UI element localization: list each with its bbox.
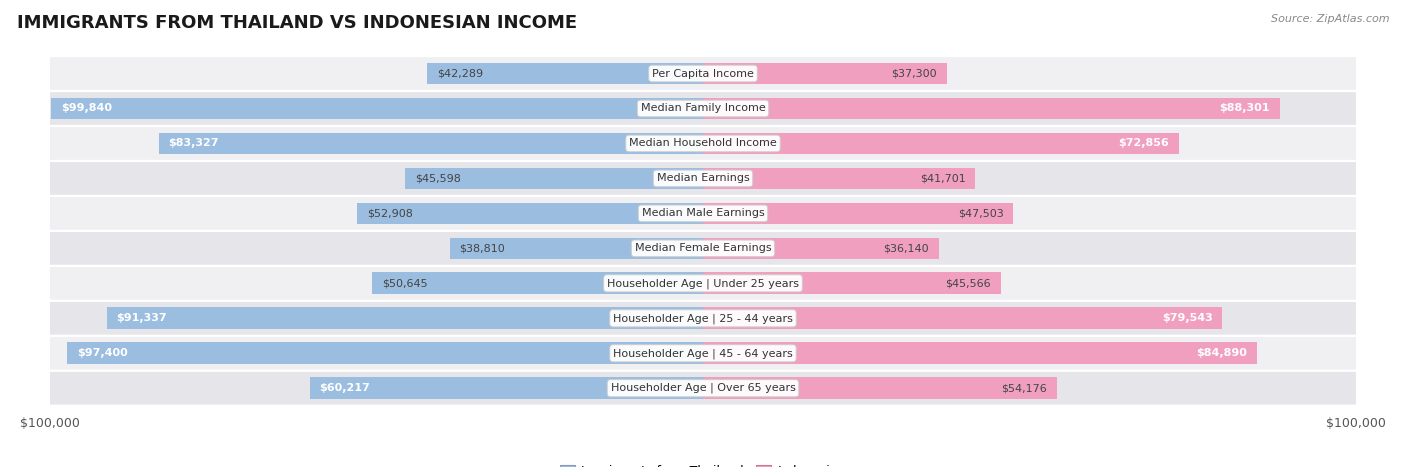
- FancyBboxPatch shape: [51, 372, 1355, 404]
- Text: $45,566: $45,566: [945, 278, 991, 288]
- Text: Householder Age | Under 25 years: Householder Age | Under 25 years: [607, 278, 799, 289]
- Text: Median Female Earnings: Median Female Earnings: [634, 243, 772, 254]
- Text: $52,908: $52,908: [367, 208, 413, 219]
- Text: $36,140: $36,140: [883, 243, 929, 254]
- Bar: [51, 98, 703, 120]
- Text: Householder Age | 25 - 44 years: Householder Age | 25 - 44 years: [613, 313, 793, 324]
- Text: $84,890: $84,890: [1197, 348, 1247, 358]
- FancyBboxPatch shape: [51, 127, 1355, 160]
- Text: Householder Age | Over 65 years: Householder Age | Over 65 years: [610, 383, 796, 394]
- FancyBboxPatch shape: [51, 92, 1355, 125]
- Bar: [309, 377, 703, 399]
- Text: Median Household Income: Median Household Income: [628, 138, 778, 149]
- Bar: [703, 377, 1057, 399]
- Text: IMMIGRANTS FROM THAILAND VS INDONESIAN INCOME: IMMIGRANTS FROM THAILAND VS INDONESIAN I…: [17, 14, 576, 32]
- Bar: [159, 133, 703, 154]
- Text: $83,327: $83,327: [169, 138, 219, 149]
- Text: $99,840: $99,840: [60, 104, 112, 113]
- Text: $47,503: $47,503: [957, 208, 1004, 219]
- Text: $54,176: $54,176: [1001, 383, 1047, 393]
- FancyBboxPatch shape: [51, 267, 1355, 300]
- Text: $45,598: $45,598: [415, 173, 461, 184]
- Text: $50,645: $50,645: [382, 278, 427, 288]
- Text: Median Family Income: Median Family Income: [641, 104, 765, 113]
- Bar: [703, 63, 946, 85]
- Text: $72,856: $72,856: [1118, 138, 1168, 149]
- Bar: [357, 203, 703, 224]
- Text: $79,543: $79,543: [1161, 313, 1212, 323]
- Bar: [703, 307, 1222, 329]
- Text: Householder Age | 45 - 64 years: Householder Age | 45 - 64 years: [613, 348, 793, 359]
- Text: $91,337: $91,337: [117, 313, 167, 323]
- Bar: [107, 307, 703, 329]
- Bar: [703, 238, 939, 259]
- Bar: [427, 63, 703, 85]
- Text: Source: ZipAtlas.com: Source: ZipAtlas.com: [1271, 14, 1389, 24]
- Text: $97,400: $97,400: [77, 348, 128, 358]
- Bar: [405, 168, 703, 189]
- Text: $37,300: $37,300: [891, 69, 936, 78]
- Bar: [703, 98, 1279, 120]
- FancyBboxPatch shape: [51, 162, 1355, 195]
- Bar: [373, 272, 703, 294]
- Bar: [703, 342, 1257, 364]
- Legend: Immigrants from Thailand, Indonesian: Immigrants from Thailand, Indonesian: [555, 460, 851, 467]
- Bar: [703, 133, 1178, 154]
- FancyBboxPatch shape: [51, 302, 1355, 335]
- Text: $38,810: $38,810: [460, 243, 505, 254]
- Text: $42,289: $42,289: [437, 69, 482, 78]
- Bar: [703, 203, 1014, 224]
- Bar: [450, 238, 703, 259]
- Bar: [67, 342, 703, 364]
- Text: Median Earnings: Median Earnings: [657, 173, 749, 184]
- FancyBboxPatch shape: [51, 57, 1355, 90]
- FancyBboxPatch shape: [51, 197, 1355, 230]
- Bar: [703, 168, 976, 189]
- Text: $60,217: $60,217: [319, 383, 370, 393]
- Text: $41,701: $41,701: [920, 173, 966, 184]
- FancyBboxPatch shape: [51, 337, 1355, 369]
- FancyBboxPatch shape: [51, 232, 1355, 265]
- Text: $88,301: $88,301: [1219, 104, 1270, 113]
- Text: Median Male Earnings: Median Male Earnings: [641, 208, 765, 219]
- Text: Per Capita Income: Per Capita Income: [652, 69, 754, 78]
- Bar: [703, 272, 1001, 294]
